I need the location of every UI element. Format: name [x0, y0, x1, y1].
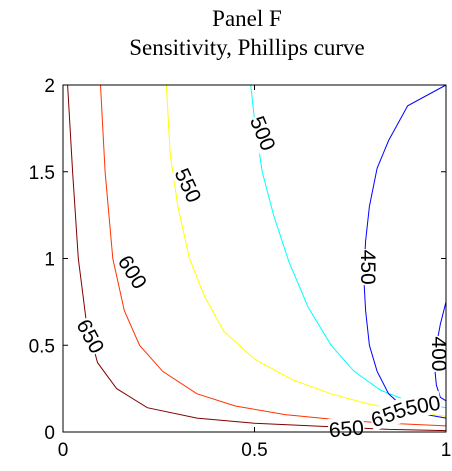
- chart-subtitle: Sensitivity, Phillips curve: [129, 35, 365, 60]
- y-tick-label-3: 1.5: [29, 163, 55, 184]
- y-tick-label-2: 1: [44, 250, 55, 271]
- contour-label-650-1: 650: [328, 416, 365, 442]
- x-tick-label-1: 0.5: [241, 440, 267, 461]
- y-axis-ticks: 0 0.5 1 1.5 2: [29, 76, 446, 444]
- contour-label-bg-600-0: [113, 250, 152, 293]
- contour-label-bg-450-0: [357, 249, 380, 286]
- x-tick-label-0: 0: [58, 440, 69, 461]
- contour-labels: 650650600600550550500500450400: [71, 112, 451, 442]
- contour-label-450-0: 450: [356, 250, 379, 285]
- y-tick-label-4: 2: [44, 76, 55, 97]
- contour-label-bg-650-1: [327, 415, 366, 441]
- contour-label-650-0: 650: [71, 316, 108, 358]
- contour-label-550-0: 550: [170, 165, 206, 206]
- y-tick-label-0: 0: [44, 423, 55, 444]
- contour-label-bg-500-1: [403, 391, 443, 419]
- contour-label-bg-500-0: [246, 112, 281, 155]
- contour-label-bg-550-0: [170, 164, 206, 207]
- x-tick-label-2: 1: [441, 440, 452, 461]
- contour-line-500-3: [250, 84, 447, 409]
- y-tick-label-1: 0.5: [29, 336, 55, 357]
- chart-title: Panel F: [212, 6, 282, 31]
- x-axis-ticks: 0 0.5 1: [58, 85, 452, 461]
- contour-line-550-2: [165, 84, 447, 417]
- contour-label-bg-650-0: [72, 315, 109, 358]
